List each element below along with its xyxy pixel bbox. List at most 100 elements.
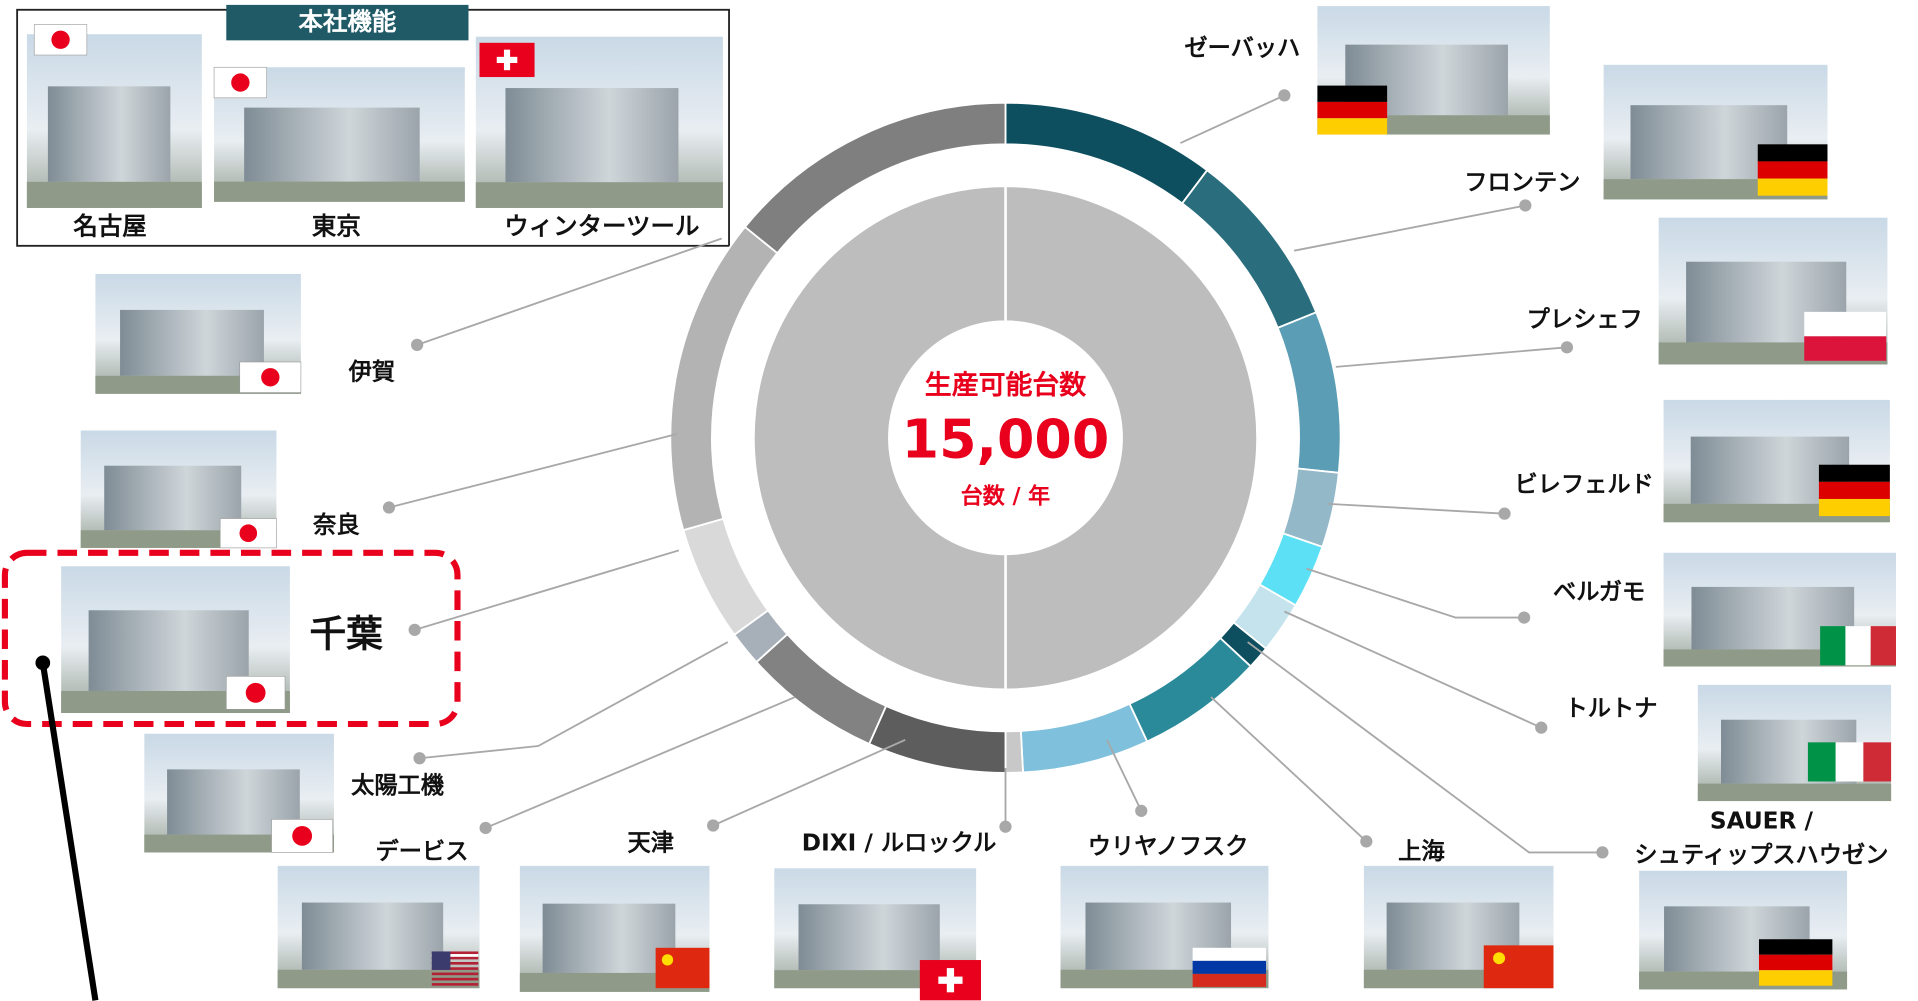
- callout-dot: [1518, 611, 1530, 623]
- flag: [240, 362, 301, 393]
- flag-part: [1493, 952, 1505, 964]
- flag: [1317, 86, 1387, 135]
- flag-part: [231, 73, 249, 91]
- hq-site-label: ウィンターツール: [504, 211, 699, 240]
- callout-line: [420, 642, 728, 758]
- callout-dot: [1519, 199, 1531, 211]
- center-value: 15,000: [902, 407, 1110, 470]
- photo-building: [302, 903, 443, 970]
- flag-part: [51, 31, 69, 49]
- flag-part: [1193, 948, 1266, 961]
- flag-part: [1317, 102, 1387, 118]
- flag-part: [1820, 626, 1845, 665]
- flag-part: [1819, 465, 1890, 482]
- flag: [480, 43, 535, 77]
- plant-label: ウリヤノフスク: [1088, 833, 1249, 860]
- callout-line: [1306, 569, 1524, 618]
- flag-part: [1758, 144, 1828, 161]
- ring-segment: [1005, 731, 1023, 773]
- callout-dot: [1278, 89, 1290, 101]
- plant-label: 天津: [628, 829, 674, 856]
- flag: [1804, 312, 1886, 361]
- callout-dot: [1561, 341, 1573, 353]
- flag-part: [1871, 626, 1896, 665]
- flag-part: [938, 977, 962, 984]
- plant-label: 上海: [1398, 838, 1444, 865]
- flag-part: [292, 826, 312, 846]
- callout-dot: [1596, 846, 1608, 858]
- photo-building: [505, 88, 678, 182]
- flag-part: [1845, 626, 1870, 665]
- callout-dot: [480, 822, 492, 834]
- flag-part: [1804, 312, 1886, 336]
- flag-part: [432, 951, 451, 969]
- callout-dot: [409, 624, 421, 636]
- callout-line: [1248, 642, 1603, 852]
- flag: [1193, 948, 1266, 987]
- plant-label: 奈良: [312, 511, 360, 538]
- flag: [1484, 945, 1554, 988]
- flag-part: [432, 973, 478, 976]
- flag: [1819, 465, 1890, 516]
- ring-segment: [869, 706, 1005, 773]
- plant-label: デービス: [376, 838, 469, 865]
- plant-label: ベルガモ: [1553, 579, 1645, 606]
- flag-part: [1193, 961, 1266, 974]
- center-unit: 台数 / 年: [961, 484, 1050, 510]
- plant-label: シュティップスハウゼン: [1634, 842, 1888, 869]
- flag-part: [656, 948, 710, 988]
- callout-dot: [411, 339, 423, 351]
- flag: [220, 519, 276, 548]
- flag: [1820, 626, 1896, 665]
- callout-dot: [1135, 805, 1147, 817]
- hq-title: 本社機能: [297, 7, 396, 36]
- callout-line: [417, 238, 722, 344]
- photo-building: [89, 610, 249, 691]
- pointer-line: [43, 663, 96, 1001]
- callout-line: [1284, 611, 1541, 727]
- flag-part: [1193, 974, 1266, 987]
- photo-building: [244, 108, 420, 182]
- flag-part: [1759, 939, 1832, 954]
- callout-dot: [1535, 722, 1547, 734]
- plant-label: ビレフェルド: [1514, 471, 1653, 498]
- ring-segment: [683, 519, 768, 635]
- callout-line: [1336, 347, 1567, 367]
- flag-part: [1819, 482, 1890, 499]
- hq-site-label: 名古屋: [73, 211, 146, 240]
- ring-segment: [1278, 312, 1341, 473]
- flag-part: [1819, 499, 1890, 516]
- photo-ground: [214, 182, 465, 202]
- ring-segment: [1283, 469, 1339, 547]
- photo-ground: [476, 182, 723, 208]
- photo-ground: [1698, 784, 1891, 801]
- flag-part: [240, 524, 258, 542]
- flag-part: [1759, 955, 1832, 970]
- center-caption: 生産可能台数: [925, 369, 1086, 401]
- flag-part: [432, 978, 478, 981]
- plant-label: 伊賀: [348, 359, 395, 386]
- photo-building: [799, 904, 940, 970]
- photo-building: [543, 904, 676, 973]
- flag-part: [432, 983, 478, 986]
- ring-segment: [756, 634, 886, 744]
- plant-label: 千葉: [309, 612, 383, 655]
- callout-line: [486, 697, 795, 828]
- flag-part: [1484, 945, 1554, 988]
- flag: [34, 24, 87, 55]
- flag: [1808, 742, 1891, 781]
- plant-label: 太陽工機: [351, 772, 445, 799]
- flag-part: [1759, 970, 1832, 985]
- plant-label: SAUER /: [1710, 807, 1814, 834]
- flag: [920, 960, 981, 1000]
- photo-building: [48, 86, 170, 182]
- flag-part: [246, 683, 266, 703]
- flag-part: [1863, 742, 1891, 781]
- pointer-dot: [35, 656, 50, 671]
- plant-label: フロンテン: [1464, 169, 1580, 196]
- hq-site-label: 東京: [312, 211, 361, 240]
- callout-dot: [413, 752, 425, 764]
- flag-part: [1804, 336, 1886, 360]
- flag-part: [497, 57, 518, 63]
- photo-ground: [27, 182, 202, 208]
